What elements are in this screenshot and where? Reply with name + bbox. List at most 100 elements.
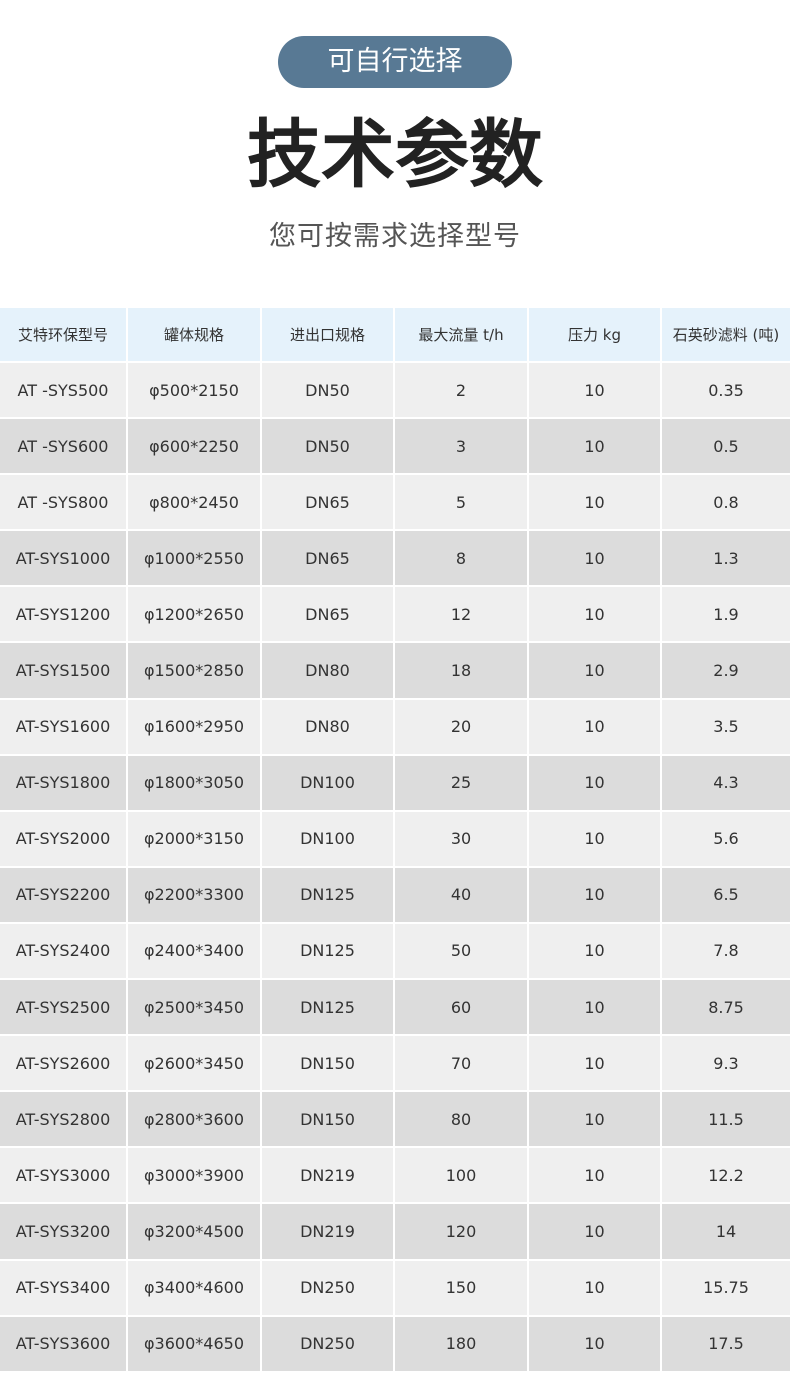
table-cell: AT-SYS2800: [0, 1092, 128, 1149]
table-cell: DN125: [262, 867, 395, 924]
table-cell: φ2000*3150: [128, 811, 262, 868]
table-cell: 3: [395, 419, 529, 476]
table-cell: AT-SYS3400: [0, 1260, 128, 1317]
table-cell: 12: [395, 587, 529, 644]
table-cell: DN80: [262, 699, 395, 756]
table-cell: φ2400*3400: [128, 923, 262, 981]
badge: 可自行选择: [278, 36, 512, 88]
table-cell: AT -SYS600: [0, 419, 128, 476]
table-row: AT-SYS1200 φ1200*2650 DN65 12 10 1.9: [0, 587, 790, 644]
table-row: AT-SYS3200 φ3200*4500 DN219 120 10 14: [0, 1204, 790, 1261]
table-cell: 10: [529, 1316, 662, 1373]
table-cell: DN50: [262, 419, 395, 476]
table-cell: 7.8: [662, 923, 790, 981]
table-row: AT-SYS2400 φ2400*3400 DN125 50 10 7.8: [0, 923, 790, 981]
table-cell: 8: [395, 531, 529, 588]
table-cell: 1.9: [662, 587, 790, 644]
table-cell: 80: [395, 1092, 529, 1149]
table-cell: AT-SYS2600: [0, 1036, 128, 1093]
table-cell: 50: [395, 923, 529, 981]
table-cell: 14: [662, 1204, 790, 1261]
table-cell: φ3000*3900: [128, 1148, 262, 1205]
table-cell: AT-SYS2400: [0, 923, 128, 981]
table-cell: 150: [395, 1260, 529, 1317]
table-cell: 0.35: [662, 363, 790, 420]
table-cell: φ800*2450: [128, 475, 262, 532]
table-cell: 10: [529, 1092, 662, 1149]
table-cell: 0.8: [662, 475, 790, 532]
table-cell: 1.3: [662, 531, 790, 588]
table-cell: DN125: [262, 923, 395, 981]
table-cell: 100: [395, 1148, 529, 1205]
table-cell: 9.3: [662, 1036, 790, 1093]
table-cell: 10: [529, 811, 662, 868]
table-cell: DN219: [262, 1148, 395, 1205]
table-cell: DN100: [262, 755, 395, 812]
table-cell: 18: [395, 643, 529, 700]
table-cell: 4.3: [662, 755, 790, 812]
table-row: AT-SYS2500 φ2500*3450 DN125 60 10 8.75: [0, 980, 790, 1037]
table-row: AT-SYS1000 φ1000*2550 DN65 8 10 1.3: [0, 531, 790, 588]
table-row: AT-SYS1600 φ1600*2950 DN80 20 10 3.5: [0, 699, 790, 756]
table-row: AT-SYS3600 φ3600*4650 DN250 180 10 17.5: [0, 1316, 790, 1373]
header-cell: 罐体规格: [128, 308, 262, 363]
subtitle: 您可按需求选择型号: [269, 221, 521, 252]
table-cell: φ2600*3450: [128, 1036, 262, 1093]
table-row: AT-SYS3000 φ3000*3900 DN219 100 10 12.2: [0, 1148, 790, 1205]
table-row: AT -SYS600 φ600*2250 DN50 3 10 0.5: [0, 419, 790, 476]
table-cell: 5: [395, 475, 529, 532]
table-cell: AT-SYS1000: [0, 531, 128, 588]
table-row: AT-SYS2000 φ2000*3150 DN100 30 10 5.6: [0, 811, 790, 868]
table-cell: φ3600*4650: [128, 1316, 262, 1373]
table-cell: φ2800*3600: [128, 1092, 262, 1149]
table-cell: AT-SYS2500: [0, 980, 128, 1037]
table-cell: 2.9: [662, 643, 790, 700]
table-cell: 5.6: [662, 811, 790, 868]
header-cell: 最大流量 t/h: [395, 308, 529, 363]
table-cell: 10: [529, 867, 662, 924]
table-cell: 10: [529, 980, 662, 1037]
table-cell: AT-SYS3200: [0, 1204, 128, 1261]
table-cell: AT-SYS1500: [0, 643, 128, 700]
table-cell: DN125: [262, 980, 395, 1037]
table-cell: DN150: [262, 1092, 395, 1149]
table-cell: 2: [395, 363, 529, 420]
table-cell: AT-SYS3000: [0, 1148, 128, 1205]
table-cell: 10: [529, 755, 662, 812]
table-cell: DN65: [262, 531, 395, 588]
table-row: AT-SYS2800 φ2800*3600 DN150 80 10 11.5: [0, 1092, 790, 1149]
table-row: AT-SYS3400 φ3400*4600 DN250 150 10 15.75: [0, 1260, 790, 1317]
table-cell: 180: [395, 1316, 529, 1373]
table-row: AT-SYS2200 φ2200*3300 DN125 40 10 6.5: [0, 867, 790, 924]
table-cell: DN50: [262, 363, 395, 420]
table-cell: DN250: [262, 1260, 395, 1317]
table-row: AT-SYS2600 φ2600*3450 DN150 70 10 9.3: [0, 1036, 790, 1093]
table-cell: 10: [529, 587, 662, 644]
table-cell: AT-SYS3600: [0, 1316, 128, 1373]
table-cell: 8.75: [662, 980, 790, 1037]
table-cell: φ3400*4600: [128, 1260, 262, 1317]
table-cell: 10: [529, 363, 662, 420]
table-cell: 10: [529, 1204, 662, 1261]
table-cell: 12.2: [662, 1148, 790, 1205]
table-cell: 20: [395, 699, 529, 756]
table-cell: 10: [529, 419, 662, 476]
table-cell: φ2500*3450: [128, 980, 262, 1037]
table-cell: 6.5: [662, 867, 790, 924]
table-cell: AT-SYS1200: [0, 587, 128, 644]
table-cell: φ600*2250: [128, 419, 262, 476]
table-cell: DN150: [262, 1036, 395, 1093]
table-cell: φ1500*2850: [128, 643, 262, 700]
table-cell: AT-SYS1600: [0, 699, 128, 756]
table-cell: AT-SYS2200: [0, 867, 128, 924]
table-cell: AT -SYS800: [0, 475, 128, 532]
table-cell: DN80: [262, 643, 395, 700]
header-cell: 石英砂滤料 (吨): [662, 308, 790, 363]
table-cell: 10: [529, 923, 662, 981]
table-cell: 10: [529, 1036, 662, 1093]
table-cell: φ1600*2950: [128, 699, 262, 756]
table-cell: DN100: [262, 811, 395, 868]
table-cell: φ2200*3300: [128, 867, 262, 924]
table-cell: 10: [529, 1148, 662, 1205]
